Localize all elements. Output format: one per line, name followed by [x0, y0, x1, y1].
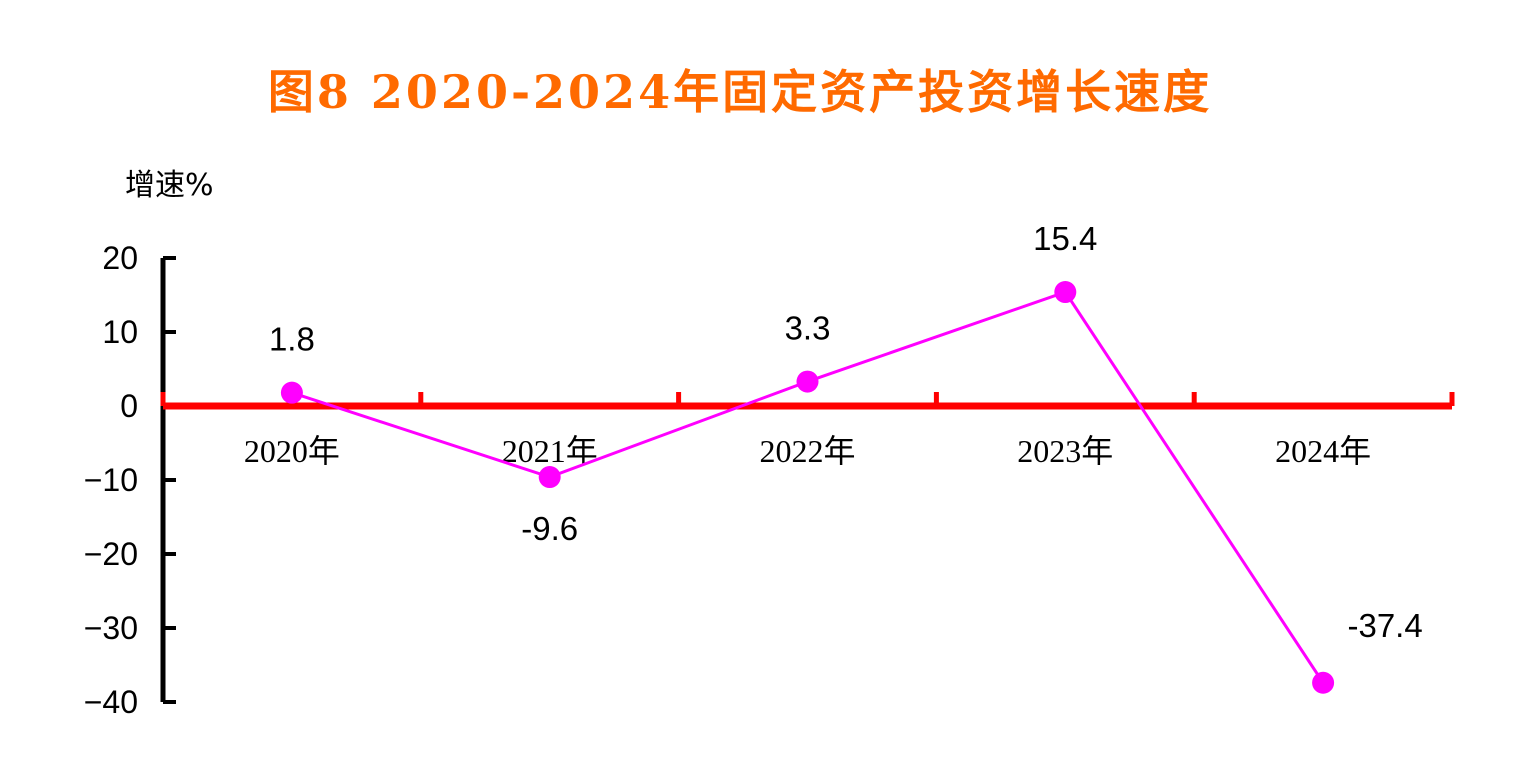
- series-line: [291, 290, 1325, 684]
- x-axis: 2020年 2021年 2022年 2023年 2024年: [160, 392, 1455, 469]
- data-point: [1054, 281, 1077, 304]
- data-label: 1.8: [269, 321, 315, 358]
- data-label: -37.4: [1347, 607, 1422, 644]
- x-tick-label: 2024年: [1275, 433, 1371, 469]
- y-tick-label: 0: [120, 388, 138, 424]
- y-tick-label: −10: [84, 462, 138, 498]
- y-tick-label: 10: [102, 314, 138, 350]
- data-point: [796, 370, 819, 393]
- data-labels: 1.8 -9.6 3.3 15.4 -37.4: [269, 220, 1423, 644]
- y-axis-label: 增速%: [125, 168, 214, 203]
- x-tick-label: 2020年: [244, 433, 340, 469]
- y-axis: 20 10 0 −10 −20 −30 −40: [84, 240, 176, 720]
- data-point: [280, 381, 303, 404]
- y-tick-label: −40: [84, 684, 138, 720]
- y-tick-label: −30: [84, 610, 138, 646]
- y-tick-label: 20: [102, 240, 138, 276]
- data-label: 15.4: [1033, 220, 1097, 257]
- x-tick-label: 2021年: [502, 433, 598, 469]
- data-point: [1312, 671, 1335, 694]
- y-tick-label: −20: [84, 536, 138, 572]
- data-label: 3.3: [785, 310, 831, 347]
- x-tick-label: 2022年: [759, 433, 855, 469]
- x-tick-label: 2023年: [1017, 433, 1113, 469]
- series-line-group: [280, 281, 1335, 694]
- chart-title: 图8 2020-2024年固定资产投资增长速度: [268, 65, 1212, 119]
- data-point: [538, 466, 561, 489]
- data-label: -9.6: [521, 510, 578, 547]
